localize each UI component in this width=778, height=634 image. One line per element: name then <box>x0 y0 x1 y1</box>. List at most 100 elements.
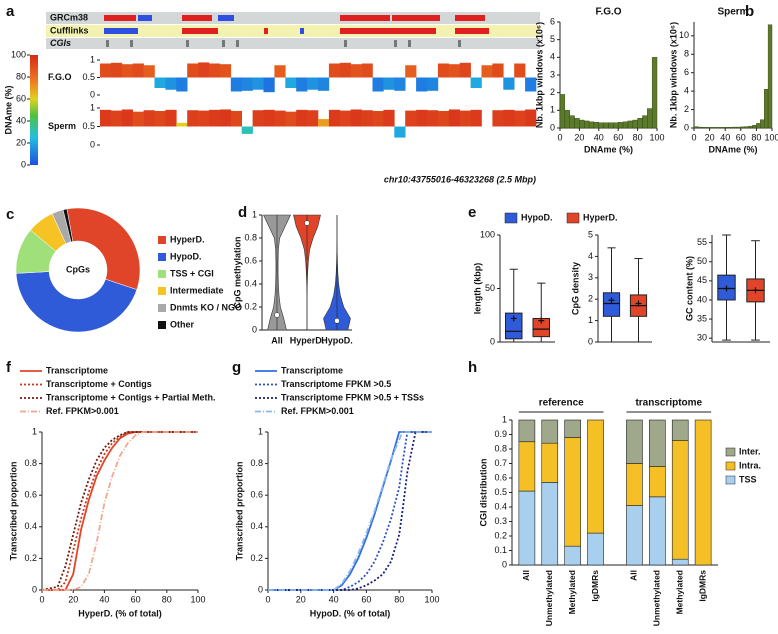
line-series <box>42 431 198 591</box>
bar-segment <box>587 419 604 534</box>
methylation-bar <box>492 110 504 127</box>
category-label: Unmethylated <box>652 570 662 626</box>
histogram-bar <box>732 126 738 129</box>
legend-label: Transcriptome + Contigs + Partial Meth. <box>46 392 216 402</box>
methylation-bar <box>219 64 232 78</box>
y-tick-label: 0 <box>502 559 507 569</box>
y-tick-label: 0 <box>258 584 263 594</box>
methylation-bar <box>427 110 439 127</box>
methylation-bar <box>198 110 210 127</box>
mean-marker <box>510 315 517 322</box>
methylation-bar <box>383 77 395 90</box>
median-dot <box>274 312 280 318</box>
y-tick-label: 45 <box>697 275 707 285</box>
methylation-bar <box>470 109 482 127</box>
category-label: IgDMRs <box>697 570 707 602</box>
x-tick-label: 20 <box>705 132 715 142</box>
bar-segment <box>541 442 559 483</box>
methylation-bar <box>165 77 177 90</box>
cgi <box>106 40 109 47</box>
methylation-bar <box>252 110 264 127</box>
x-tick-label: 20 <box>296 594 306 604</box>
histogram-bar <box>736 126 742 129</box>
methylation-bar <box>187 110 199 127</box>
histogram-bar <box>559 94 566 129</box>
y-axis-label: Nb. 1kbp windows (x10⁶) <box>534 22 544 128</box>
y-tick-label: 1 <box>90 102 95 112</box>
y-tick-label: 3 <box>550 69 555 79</box>
methylation-bar <box>394 77 406 91</box>
legend-swatch <box>504 212 518 224</box>
histogram-bar <box>593 121 600 129</box>
methylation-bar <box>296 109 308 127</box>
methylation-bar <box>525 77 537 92</box>
y-tick-label: 3 <box>588 272 593 282</box>
legend-label: HyperD. <box>583 212 618 222</box>
x-tick-label: 100 <box>764 132 778 142</box>
donut-segment <box>62 208 74 243</box>
legend-label: Transcriptome FPKM >0.5 <box>281 379 391 389</box>
y-tick-label: 35 <box>697 313 707 323</box>
y-tick-label: 0 <box>684 122 689 132</box>
y-tick-label: 4 <box>684 86 689 96</box>
histogram-bar <box>756 123 761 129</box>
y-axis-label: CpG methylation <box>232 236 242 308</box>
x-tick-label: 80 <box>633 132 643 142</box>
y-tick-label: 0.3 <box>494 516 507 526</box>
line-series <box>268 431 432 591</box>
methylation-bar <box>252 77 264 90</box>
bar-segment <box>541 419 559 444</box>
methylation-bar <box>350 64 362 78</box>
methylation-bar <box>307 110 319 127</box>
methylation-bar <box>241 126 253 134</box>
histogram-bar <box>642 115 648 129</box>
methylation-bar <box>230 110 242 127</box>
legend-label: Transcriptome <box>46 365 108 375</box>
chart-title: Sperm <box>717 7 748 18</box>
histogram-bar <box>618 122 624 129</box>
mean-marker <box>608 297 615 304</box>
x-tick-label: 60 <box>613 132 623 142</box>
legend-swatch <box>158 270 166 278</box>
y-tick-label: 0.4 <box>24 521 37 531</box>
y-tick-label: 0.5 <box>82 121 95 131</box>
gene <box>300 28 304 34</box>
y-tick-label: 50 <box>485 283 495 293</box>
y-tick-label: 2 <box>684 104 689 114</box>
legend-swatch <box>725 461 736 471</box>
colorbar <box>30 55 38 165</box>
y-tick-label: 55 <box>697 237 707 247</box>
histogram-bar <box>728 127 734 129</box>
category-label: All <box>629 570 639 581</box>
methylation-bar <box>361 63 373 78</box>
y-tick-label: 0 <box>490 336 495 346</box>
y-axis-label: CGI distribution <box>478 459 488 527</box>
histogram-bar <box>740 126 745 129</box>
y-tick-label: 10 <box>679 30 689 40</box>
y-tick-label: 100 <box>480 229 495 239</box>
y-tick-label: 0.8 <box>250 458 263 468</box>
histogram-bar <box>748 125 753 129</box>
y-tick-label: 40 <box>697 294 707 304</box>
histogram-bar <box>760 119 765 129</box>
bar-segment <box>518 419 536 443</box>
x-tick-label: 0 <box>557 132 562 142</box>
y-tick-label: 0 <box>550 122 555 132</box>
histogram-bar <box>701 127 706 129</box>
legend-label: Other <box>170 319 195 329</box>
methylation-bar <box>459 62 471 78</box>
line-series <box>42 431 198 591</box>
x-tick-label: 20 <box>68 594 78 604</box>
x-tick-label: 40 <box>99 594 109 604</box>
methylation-bar <box>263 109 275 127</box>
y-tick-label: 0.9 <box>494 429 507 439</box>
mean-marker <box>752 287 759 294</box>
region-label: chr10:43755016-46323268 (2.5 Mbp) <box>384 174 536 184</box>
methylation-bar <box>285 111 297 127</box>
y-tick-label: 1 <box>90 54 95 64</box>
colorbar-tick-label: 20 <box>16 137 26 147</box>
histogram-bar <box>564 110 570 129</box>
histogram-bar <box>622 121 629 129</box>
legend-label: TSS + CGI <box>170 268 214 278</box>
category-label: Unmethylated <box>544 570 554 626</box>
